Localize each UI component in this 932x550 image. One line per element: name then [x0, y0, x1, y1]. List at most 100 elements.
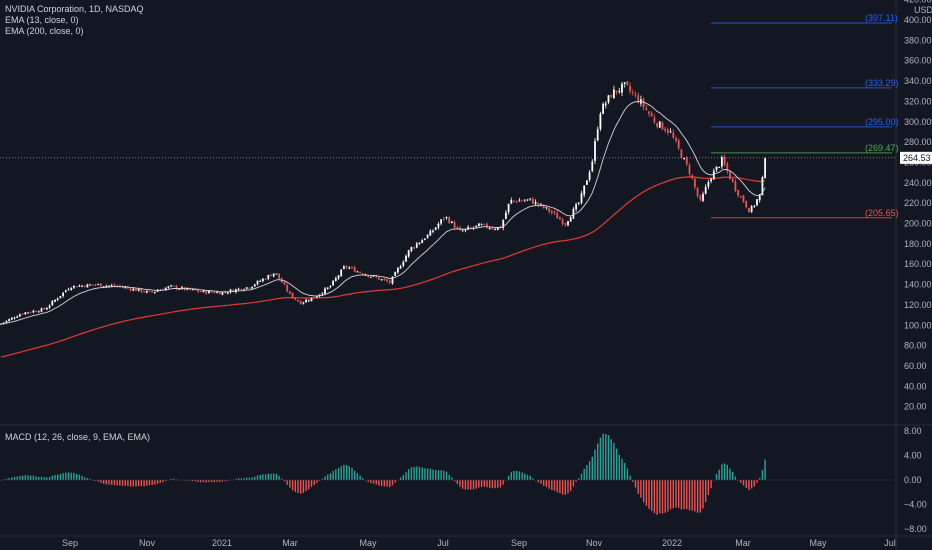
candle	[556, 210, 559, 219]
macd-bar	[599, 437, 602, 480]
candle	[634, 91, 637, 98]
candle-body	[143, 291, 145, 293]
candle-body	[691, 175, 694, 179]
candle	[351, 266, 353, 269]
candle-body	[556, 213, 559, 219]
candle-body	[545, 207, 548, 209]
macd-axis[interactable]: 8.00 4.00 0.00 −4.00 −8.00	[904, 426, 927, 534]
candle-body	[745, 201, 748, 208]
candle-body	[429, 231, 432, 236]
candle	[586, 180, 588, 185]
ema200-path	[0, 176, 766, 358]
macd-bar	[548, 480, 550, 489]
candle-body	[721, 157, 723, 167]
candle	[418, 242, 421, 245]
fib-levels: (397.11) (333.29) (295.00) (269.47) (205.65)	[711, 13, 899, 219]
candle	[151, 290, 154, 293]
candle-body	[97, 284, 100, 286]
candle	[604, 101, 607, 109]
candle-body	[575, 204, 577, 210]
macd-bar	[113, 480, 116, 486]
candle-body	[113, 284, 116, 287]
candle	[672, 129, 675, 140]
macd-bar	[424, 468, 426, 480]
candle	[510, 197, 513, 205]
candle-body	[91, 284, 94, 286]
candle	[343, 264, 345, 270]
price-tick-label: 340.00	[904, 76, 932, 86]
macd-bar	[764, 459, 766, 480]
candle-body	[167, 286, 170, 288]
macd-bar	[67, 472, 70, 480]
candle-body	[642, 99, 645, 108]
macd-legend[interactable]: MACD (12, 26, close, 9, EMA, EMA)	[5, 432, 151, 442]
candle	[715, 166, 718, 173]
symbol-legend[interactable]: NVIDIA Corporation, 1D, NASDAQ	[5, 4, 144, 14]
time-axis[interactable]: Sep Nov 2021 Mar May Jul Sep Nov 2022 Mar May Jul	[62, 538, 896, 548]
candle	[124, 285, 127, 289]
price-tick-label: 420.00	[904, 0, 932, 5]
candle-body	[723, 157, 726, 165]
candle	[642, 97, 645, 111]
macd-bar	[237, 478, 240, 480]
macd-bar	[467, 480, 469, 490]
candle	[451, 220, 453, 224]
candle-body	[526, 199, 529, 201]
candle-body	[669, 131, 672, 133]
candle-body	[607, 95, 610, 103]
macd-bar	[372, 480, 375, 484]
candle	[251, 286, 253, 290]
candle-body	[515, 201, 518, 203]
candle	[440, 219, 442, 226]
candle-body	[496, 227, 499, 230]
candle	[426, 234, 429, 239]
macd-bar	[499, 480, 502, 488]
macd-bar	[756, 480, 758, 483]
candle-body	[310, 297, 313, 302]
candle	[48, 304, 51, 310]
macd-bar	[146, 480, 148, 486]
macd-bar	[621, 458, 623, 480]
candle	[561, 217, 564, 226]
candle-body	[243, 289, 245, 291]
macd-bar	[13, 476, 16, 480]
ema200-legend[interactable]: EMA (200, close, 0)	[5, 26, 84, 36]
candle-body	[105, 285, 108, 287]
candle-body	[229, 289, 232, 293]
ema13-legend[interactable]: EMA (13, close, 0)	[5, 15, 79, 25]
candle-body	[248, 287, 251, 289]
candle-body	[337, 275, 340, 279]
macd-bar	[394, 480, 396, 483]
candle-body	[145, 290, 148, 293]
macd-bar	[521, 472, 523, 480]
macd-bar	[38, 476, 40, 480]
candle-body	[599, 113, 602, 130]
candle	[575, 202, 577, 212]
candle-body	[613, 89, 615, 99]
candle-body	[577, 202, 580, 204]
macd-bar	[694, 480, 696, 512]
candle-body	[437, 223, 440, 228]
candle	[602, 102, 604, 115]
macd-bar	[651, 480, 653, 511]
macd-bar	[718, 469, 720, 480]
candle-body	[54, 299, 56, 302]
ema200-line	[0, 176, 766, 358]
candle	[194, 289, 197, 291]
macd-bar	[30, 475, 32, 480]
candle	[437, 221, 440, 230]
candle	[405, 254, 407, 262]
candle-body	[653, 117, 656, 123]
macd-bar	[526, 474, 529, 480]
macd-bar	[721, 464, 723, 480]
candle	[40, 307, 43, 313]
candle	[10, 317, 13, 321]
macd-bar	[386, 480, 388, 487]
candle-body	[434, 227, 437, 230]
price-axis[interactable]: 20.00 40.00 60.00 80.00 100.00 120.00 140.00 16…	[904, 0, 932, 412]
candle	[667, 127, 669, 136]
macd-bar	[294, 480, 296, 492]
macd-bar	[213, 480, 215, 483]
candle-body	[675, 138, 677, 141]
